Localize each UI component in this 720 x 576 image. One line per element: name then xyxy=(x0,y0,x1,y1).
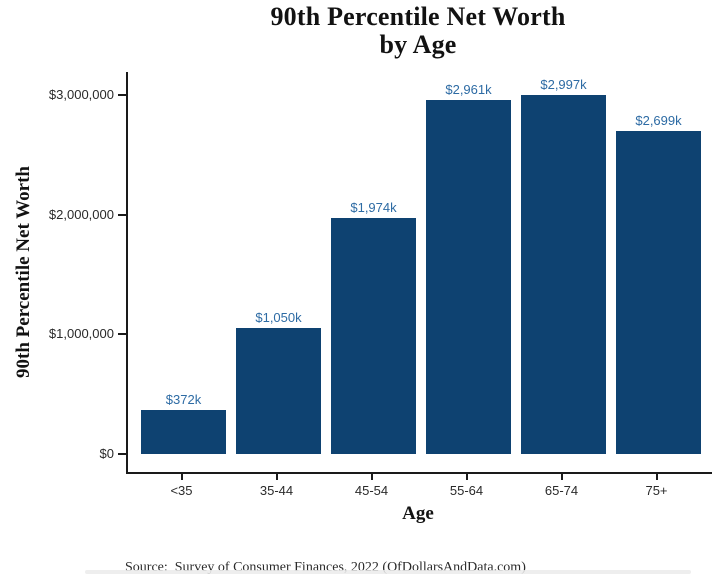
x-tick: 75+ xyxy=(614,474,699,498)
chart-title-line-2: by Age xyxy=(379,30,457,59)
y-tick-label: $3,000,000 xyxy=(48,87,114,102)
bar xyxy=(331,217,416,454)
x-tick-label: 55-64 xyxy=(449,483,484,498)
x-tick-mark xyxy=(655,474,658,480)
bar-value-label: $1,050k xyxy=(255,310,302,326)
x-tick-label: 75+ xyxy=(645,483,668,498)
x-axis-title: Age xyxy=(402,503,434,524)
bar-column: $1,050k xyxy=(236,310,321,454)
x-tick-label: 45-54 xyxy=(354,483,389,498)
x-tick-mark xyxy=(275,474,278,480)
bar-column: $2,961k xyxy=(426,82,511,454)
y-tick-label: $2,000,000 xyxy=(48,206,114,222)
y-tick-mark xyxy=(118,333,126,336)
bar-column: $1,974k xyxy=(331,200,416,454)
bottom-artifact-strip xyxy=(85,570,691,574)
x-tick: 35-44 xyxy=(234,474,319,498)
x-tick: 55-64 xyxy=(424,474,509,498)
x-tick-label: <35 xyxy=(170,483,193,498)
bar-value-label: $2,997k xyxy=(540,77,587,93)
bar-column: $2,699k xyxy=(616,113,701,454)
bar-column: $2,997k xyxy=(521,77,606,454)
x-tick-label: 35-44 xyxy=(259,483,294,498)
x-tick: 65-74 xyxy=(519,474,604,498)
bar xyxy=(426,99,511,454)
bar xyxy=(236,328,321,454)
bar xyxy=(141,409,226,454)
y-tick-mark xyxy=(118,213,126,216)
y-tick-mark xyxy=(118,453,126,455)
chart-title: 90th Percentile Net Worth by Age xyxy=(126,3,710,59)
bar-column: $372k xyxy=(141,391,226,454)
x-axis-ticks: <35 35-44 45-54 55-64 65-74 75+ xyxy=(126,474,720,498)
y-tick-label: $0 xyxy=(99,446,114,461)
bar xyxy=(616,131,701,454)
y-axis-title: 90th Percentile Net Worth xyxy=(13,166,34,378)
y-tick-label: $1,000,000 xyxy=(48,326,114,342)
x-tick: 45-54 xyxy=(329,474,414,498)
bar-value-label: $2,961k xyxy=(445,81,492,97)
x-tick-label: 65-74 xyxy=(544,483,579,498)
plot-panel: $372k $1,050k $1,974k $2,961k $2,997k $2,699k xyxy=(126,72,712,474)
y-tick-mark xyxy=(118,94,126,96)
bar-value-label: $372k xyxy=(165,391,202,407)
bars-container: $372k $1,050k $1,974k $2,961k $2,997k $2,699k xyxy=(128,72,712,472)
chart-title-line-1: 90th Percentile Net Worth xyxy=(270,2,566,31)
x-tick-mark xyxy=(465,474,468,480)
x-tick-mark xyxy=(370,474,373,480)
x-tick-mark xyxy=(560,474,563,480)
x-tick: <35 xyxy=(139,474,224,498)
bar-value-label: $2,699k xyxy=(635,113,682,128)
x-tick-mark xyxy=(180,474,183,480)
bar-value-label: $1,974k xyxy=(350,199,397,215)
bar xyxy=(521,95,606,454)
